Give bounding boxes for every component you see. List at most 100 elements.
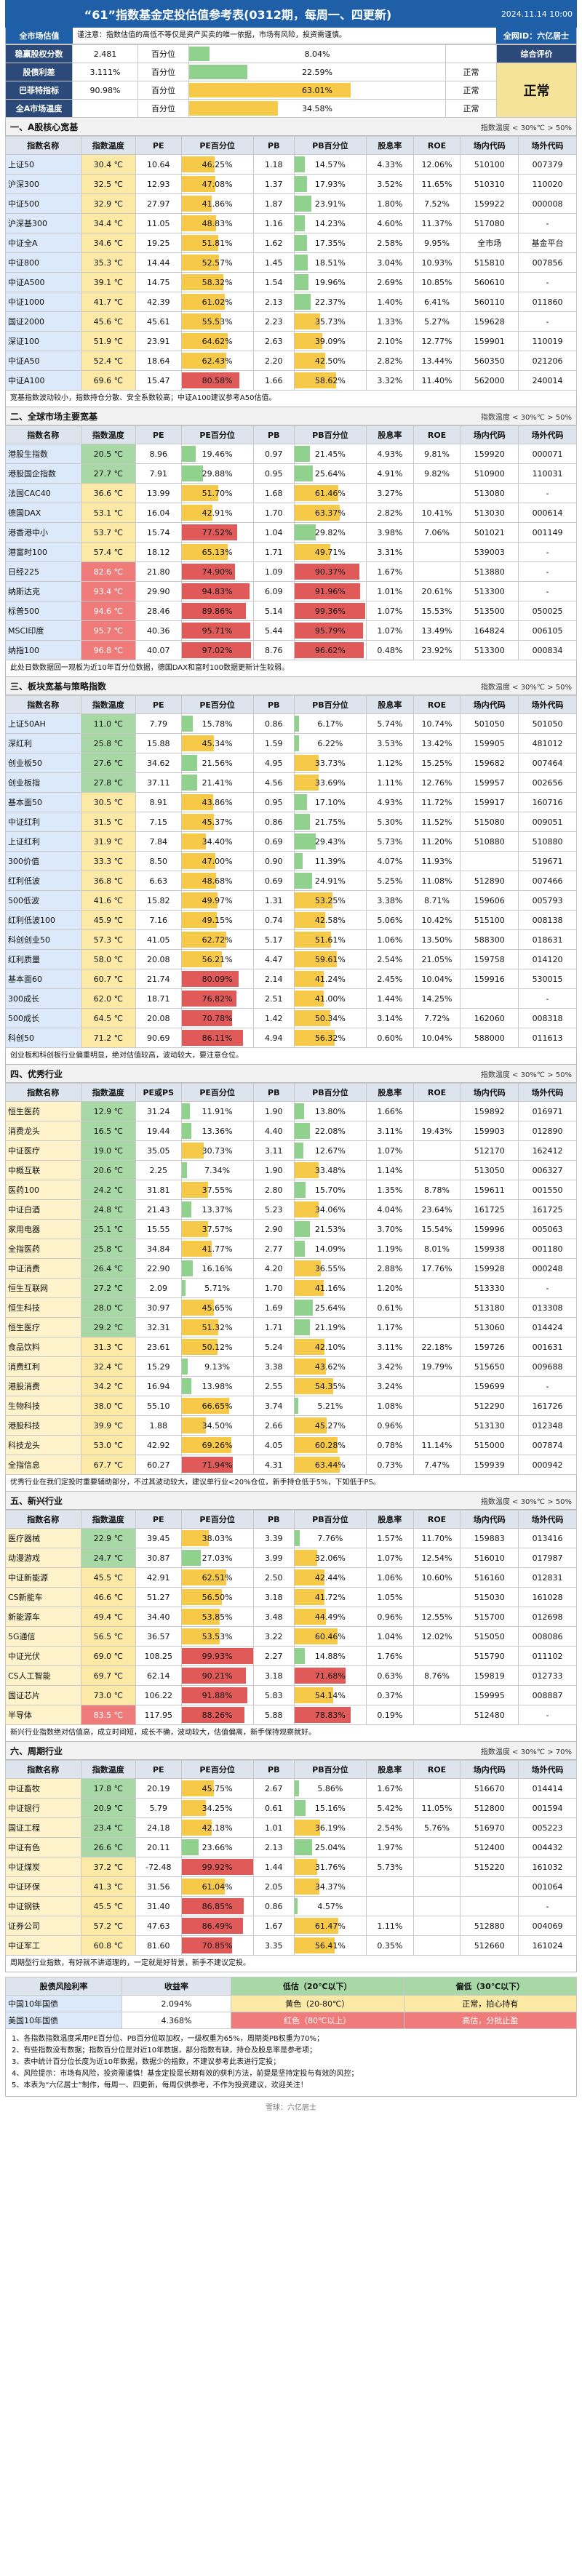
pb-percentile-bar	[295, 255, 308, 271]
pe-percentile: 42.18%	[202, 1823, 233, 1833]
pb-percentile-bar	[295, 716, 299, 732]
index-temperature: 64.5 ℃	[80, 1008, 136, 1028]
pe-percentile-cell: 66.65%	[180, 1396, 254, 1416]
index-temperature: 17.8 ℃	[80, 1778, 136, 1799]
pb-percentile: 14.23%	[314, 218, 346, 228]
pb-percentile: 60.28%	[314, 1440, 346, 1450]
pb-value: 1.87	[252, 193, 295, 214]
pe-percentile-bar	[182, 603, 246, 619]
pb-percentile-bar	[295, 833, 316, 849]
pb-percentile: 15.16%	[314, 1803, 346, 1813]
roe	[412, 1685, 461, 1705]
pe-percentile-bar	[182, 1820, 212, 1836]
pb-percentile: 43.62%	[314, 1361, 346, 1372]
exchange-code: 512660	[460, 1935, 519, 1956]
pb-percentile: 17.35%	[314, 238, 346, 248]
pb-percentile-cell: 33.73%	[293, 753, 367, 773]
roe: 10.85%	[412, 272, 461, 292]
pe-percentile-bar	[182, 1628, 220, 1644]
summary-row: 股债利差 3.111% 百分位 22.59% 正常 正常	[5, 63, 577, 118]
index-name: 日经225	[5, 561, 81, 582]
index-name: 创业板指	[5, 772, 81, 793]
pe-value: 36.57	[135, 1626, 182, 1647]
dividend-yield: 3.11%	[365, 1337, 414, 1357]
table-row: 上证50AH 11.0 ℃ 7.79 15.78% 0.86 6.17% 5.74% 10.7…	[5, 713, 577, 734]
index-name: 上证50	[5, 154, 81, 175]
otc-code: -	[518, 213, 577, 233]
roe: 8.76%	[412, 1665, 461, 1686]
roe: 10.74%	[412, 713, 461, 734]
pe-percentile-bar	[182, 1143, 204, 1159]
table-row: 中证红利 31.5 ℃ 7.15 45.37% 0.86 21.75% 5.30% 11.52…	[5, 812, 577, 832]
exchange-code: 515080	[460, 812, 519, 832]
pb-percentile-cell: 25.64%	[293, 463, 367, 484]
pe-value: 106.22	[135, 1685, 182, 1705]
pe-percentile: 23.66%	[202, 1842, 233, 1852]
column-header-row: 指数名称 指数温度 PE PE百分位 PB PB百分位 股息率 ROE 场内代码 场外代码	[5, 1760, 577, 1779]
pb-percentile-bar	[295, 775, 319, 791]
pe-percentile-cell: 70.78%	[180, 1008, 254, 1028]
roe	[412, 1317, 461, 1337]
pb-percentile-cell: 21.53%	[293, 1219, 367, 1239]
pe-value: 18.64	[135, 351, 182, 371]
table-row: 动漫游戏 24.7 ℃ 30.87 27.03% 3.99 32.06% 1.07% 12.5…	[5, 1548, 577, 1568]
pb-percentile: 14.57%	[314, 159, 346, 169]
roe: 5.27%	[412, 311, 461, 332]
table-row: 创业板50 27.6 ℃ 34.62 21.56% 4.95 33.73% 1.12% 15.…	[5, 753, 577, 773]
pb-percentile-bar	[295, 755, 319, 771]
pe-percentile: 74.90%	[202, 567, 233, 577]
index-name: 恒生医疗	[5, 1317, 81, 1337]
index-name: 红利低波100	[5, 910, 81, 930]
index-temperature: 83.5 ℃	[80, 1705, 136, 1725]
pe-value: 24.18	[135, 1817, 182, 1838]
pb-percentile: 63.37%	[314, 508, 346, 518]
exchange-code: 159682	[460, 753, 519, 773]
pb-percentile: 21.45%	[314, 449, 346, 459]
pb-percentile-cell: 58.62%	[293, 370, 367, 391]
pb-percentile-bar	[295, 1589, 324, 1605]
dividend-yield: 0.78%	[365, 1435, 414, 1455]
pb-value: 0.97	[252, 444, 295, 464]
pb-percentile-bar	[295, 814, 311, 830]
cn-bond-label: 中国10年国债	[5, 1995, 122, 2012]
pe-percentile: 49.15%	[202, 915, 233, 925]
pb-percentile-bar	[295, 1339, 325, 1355]
section-legend: 指数温度 < 30%℃ > 50%	[480, 683, 572, 692]
index-temperature: 94.6 ℃	[80, 601, 136, 621]
pb-percentile-bar	[295, 1839, 313, 1855]
exchange-code	[460, 1876, 519, 1897]
index-name: 基本面60	[5, 969, 81, 989]
exchange-code: 513330	[460, 1278, 519, 1298]
column-header: 指数名称	[5, 425, 81, 444]
index-name: 中证军工	[5, 1935, 81, 1956]
dividend-yield: 3.27%	[365, 483, 414, 503]
index-name: 消费龙头	[5, 1121, 81, 1141]
pb-value: 1.04	[252, 522, 295, 543]
column-header: 股息率	[365, 136, 414, 155]
pb-percentile-bar	[295, 1162, 319, 1178]
index-name: 法国CAC40	[5, 483, 81, 503]
pb-percentile-cell: 5.21%	[293, 1396, 367, 1416]
roe	[412, 1778, 461, 1799]
pb-percentile-cell: 25.64%	[293, 1297, 367, 1318]
pe-percentile: 15.78%	[202, 719, 233, 729]
pe-percentile: 86.85%	[202, 1901, 233, 1911]
pe-percentile-bar	[182, 313, 222, 329]
pe-percentile: 97.02%	[202, 645, 233, 655]
dividend-yield: 1.80%	[365, 193, 414, 214]
overall-label: 综合评价	[496, 44, 577, 63]
pe-percentile-bar	[182, 1103, 191, 1119]
pb-percentile-cell: 31.76%	[293, 1857, 367, 1877]
summary-pct-cell: 8.04%	[188, 44, 446, 63]
pb-percentile-bar	[295, 1010, 331, 1026]
column-header: ROE	[412, 1760, 461, 1779]
pe-percentile: 16.16%	[202, 1263, 233, 1273]
exchange-code: 512170	[460, 1140, 519, 1161]
pb-percentile: 21.53%	[314, 1224, 346, 1234]
table-row: 纳斯达克 93.4 ℃ 29.90 94.83% 6.09 91.96% 1.01% 20.6…	[5, 581, 577, 601]
pb-percentile: 33.73%	[314, 758, 346, 768]
summary-status: 正常	[445, 81, 497, 100]
pe-percentile: 86.11%	[202, 1033, 233, 1043]
index-name: 消费红利	[5, 1356, 81, 1377]
pe-value: 27.97	[135, 193, 182, 214]
